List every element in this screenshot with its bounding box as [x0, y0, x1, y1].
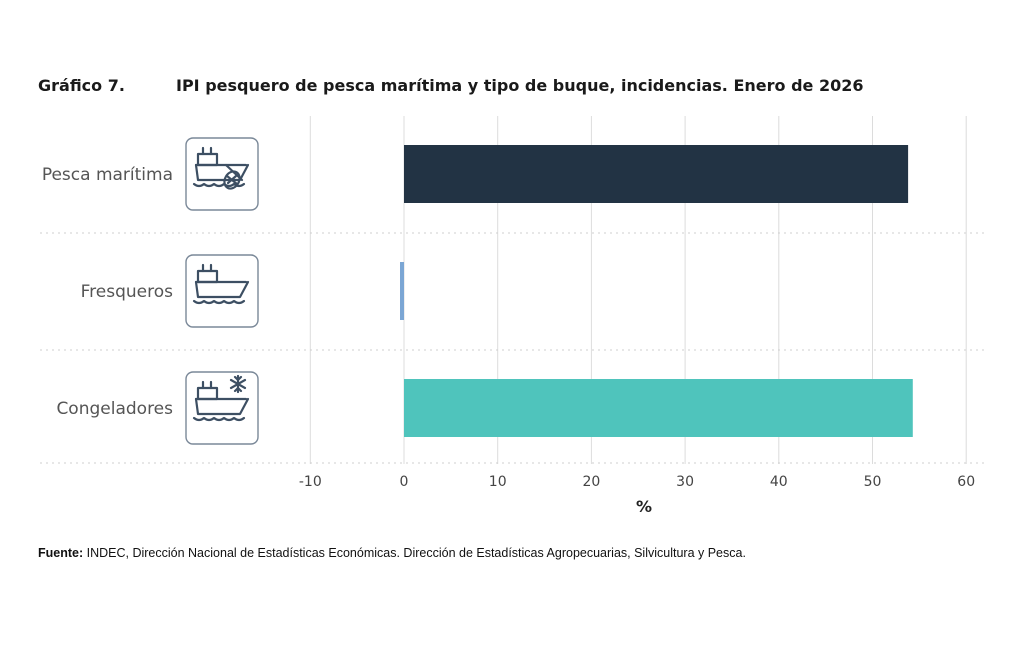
bar-0	[404, 145, 909, 203]
x-tick-label: 50	[864, 474, 882, 490]
category-label: Congeladores	[56, 399, 173, 419]
source-note: Fuente: INDEC, Dirección Nacional de Est…	[38, 546, 746, 560]
source-label: Fuente:	[38, 546, 84, 560]
x-tick-label: 0	[400, 474, 409, 490]
fresh-fishing-boat-icon	[185, 254, 259, 328]
x-tick-label: 60	[957, 474, 975, 490]
x-axis-label: %	[636, 497, 652, 516]
chart-title: IPI pesquero de pesca marítima y tipo de…	[176, 76, 864, 95]
category-icons	[185, 137, 259, 445]
row-separators	[40, 232, 984, 464]
x-tick-label: 40	[770, 474, 788, 490]
freezer-boat-with-snowflake-icon	[185, 371, 259, 445]
x-tick-labels: -10 0 10 20 30 40 50 60	[299, 474, 975, 490]
x-tick-label: 30	[676, 474, 694, 490]
source-text: INDEC, Dirección Nacional de Estadística…	[86, 546, 746, 560]
bar-2	[404, 379, 913, 437]
category-labels: Pesca marítima Fresqueros Congeladores	[42, 165, 173, 419]
bars	[400, 145, 913, 437]
category-label: Fresqueros	[81, 282, 174, 302]
x-tick-label: 20	[582, 474, 600, 490]
figure-number: Gráfico 7.	[38, 76, 125, 95]
x-tick-label: -10	[299, 474, 322, 490]
category-label: Pesca marítima	[42, 165, 173, 185]
bar-1	[400, 262, 404, 320]
x-tick-label: 10	[489, 474, 507, 490]
fishing-boat-with-fish-icon	[185, 137, 259, 211]
